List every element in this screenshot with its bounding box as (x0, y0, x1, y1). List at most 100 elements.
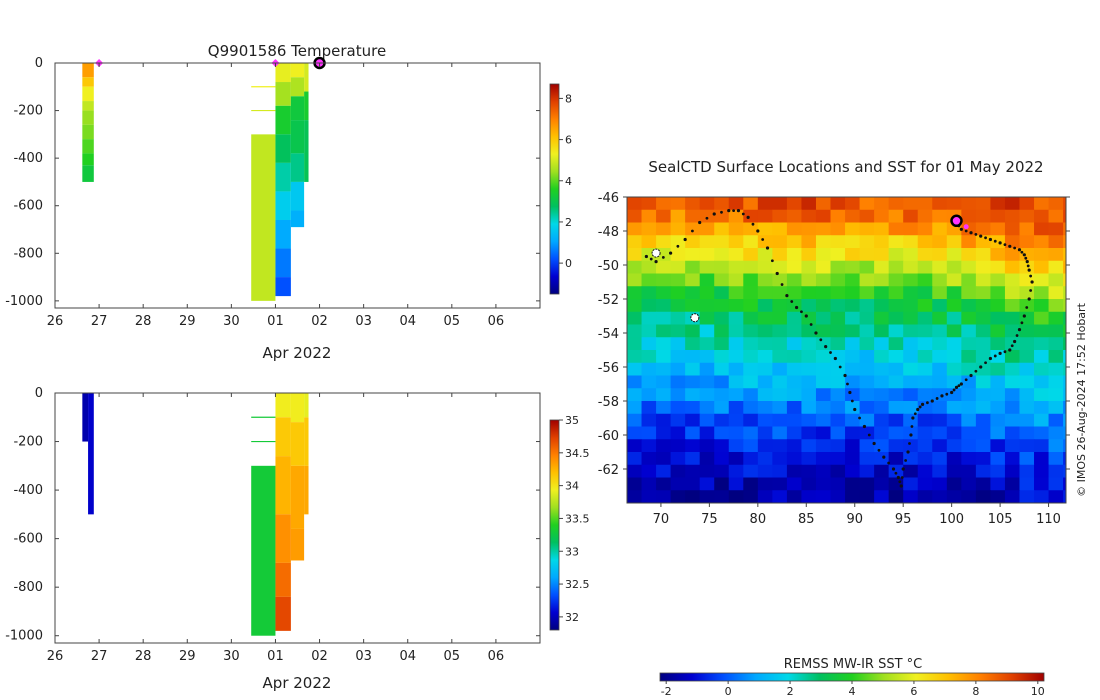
sst-cell (990, 388, 1006, 402)
sst-cell (932, 362, 948, 377)
sst-cell (728, 401, 744, 415)
sst-cell (1048, 273, 1064, 287)
sst-cell (801, 209, 817, 224)
sst-cell (656, 477, 672, 491)
track-point (829, 351, 832, 354)
sst-cell (932, 490, 948, 503)
sst-cell (815, 273, 832, 287)
sst-cell (1034, 299, 1050, 313)
sst-cell (772, 375, 788, 389)
sst-cell (1019, 375, 1035, 389)
sst-cell (641, 350, 657, 364)
sst-map-frame (626, 196, 1067, 504)
sst-cell (975, 452, 992, 466)
sst-cell (699, 311, 715, 326)
track-point (877, 448, 881, 452)
track-point (858, 416, 861, 420)
sst-cell (685, 299, 701, 313)
sst-cell (859, 337, 875, 351)
sst-cell (1004, 260, 1021, 275)
sst-cell (1063, 350, 1066, 364)
sst-cell (961, 426, 977, 440)
sst-cell (917, 388, 933, 402)
sst-cell (888, 299, 904, 313)
sst-cell (1048, 299, 1064, 313)
sst-cell (903, 337, 919, 351)
sst-cell (772, 286, 788, 300)
x-tick-label: 85 (798, 512, 815, 527)
sst-cell (888, 439, 904, 453)
profile-cell (82, 63, 94, 78)
sst-cell (946, 452, 962, 466)
sst-cell (772, 477, 788, 491)
sst-cell (656, 464, 672, 479)
sst-cell (961, 388, 977, 402)
x-tick-label: 105 (988, 512, 1013, 527)
sst-cell (859, 209, 875, 224)
sst-cell (627, 503, 642, 516)
sst-cell (699, 197, 715, 211)
track-point (901, 467, 905, 471)
sst-cell (831, 503, 846, 516)
sst-cell (699, 273, 715, 287)
sst-cell (670, 388, 686, 402)
sst-cell (961, 197, 977, 211)
sst-cell (1019, 477, 1035, 491)
sst-cell (714, 235, 730, 249)
sst-cell (961, 209, 977, 224)
sst-cell (845, 209, 861, 224)
sst-cell (830, 286, 846, 300)
temperature-y-ticks: 0 -200 -400 -600 -800 -1000 (5, 56, 540, 309)
sst-cell (1034, 439, 1050, 453)
track-point (1022, 253, 1026, 257)
sst-cell (699, 350, 715, 364)
sst-cell (874, 439, 890, 453)
sst-cell (656, 401, 672, 415)
sst-cell (757, 439, 773, 453)
sst-cell (932, 209, 948, 224)
x-tick-label: 28 (135, 314, 152, 329)
sst-cell (859, 286, 875, 300)
sst-cell (801, 248, 817, 262)
sst-cell (1034, 413, 1050, 428)
track-point (727, 209, 731, 213)
sst-cell (714, 452, 730, 466)
sst-cell (685, 413, 701, 428)
track-point (770, 259, 774, 263)
sst-cell (874, 286, 890, 300)
x-tick-label: 30 (223, 314, 240, 329)
y-tick-label: -54 (598, 327, 619, 342)
profile-cell (275, 248, 291, 278)
sst-cell (656, 324, 672, 338)
sst-cell (1063, 299, 1066, 313)
sst-cell (975, 286, 992, 300)
sst-cell (975, 477, 992, 491)
sst-cell (990, 324, 1006, 338)
sst-cell (1019, 209, 1035, 224)
sst-cell (888, 452, 904, 466)
profile-cell (290, 393, 305, 423)
sst-cell (786, 452, 803, 466)
sst-cell (946, 286, 962, 300)
track-point (935, 397, 939, 400)
sst-cell (917, 324, 933, 338)
sst-cell (975, 439, 992, 453)
sst-cell (975, 222, 992, 236)
track-point (1029, 289, 1033, 292)
sst-cell (714, 464, 730, 479)
profile-cell (275, 191, 291, 220)
sst-cell (1034, 375, 1050, 389)
track-point (741, 212, 745, 216)
sst-cell (757, 311, 773, 326)
track-point (898, 480, 902, 484)
sst-cell (888, 286, 904, 300)
sst-cell (699, 477, 715, 491)
sst-cell (641, 235, 657, 249)
sst-cell (1019, 222, 1035, 236)
sst-cell (874, 452, 890, 466)
sst-cell (1004, 235, 1021, 249)
x-tick-label: 29 (179, 314, 196, 329)
sst-cell (888, 235, 904, 249)
sst-cell (801, 452, 817, 466)
track-point (809, 323, 813, 326)
